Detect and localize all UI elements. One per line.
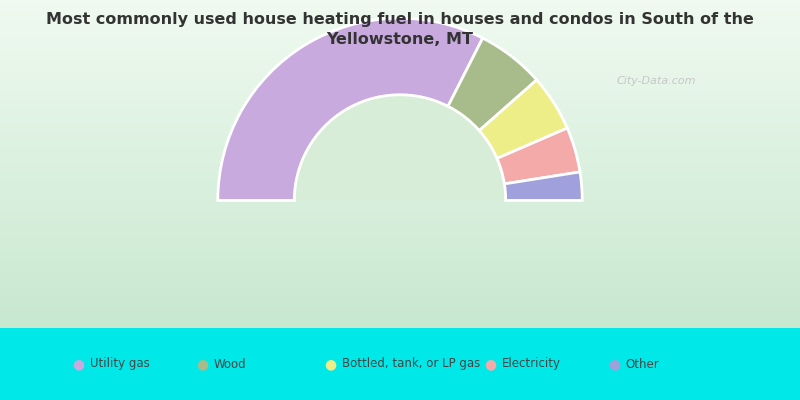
Wedge shape xyxy=(295,96,505,200)
Text: Other: Other xyxy=(626,358,659,370)
Text: Wood: Wood xyxy=(214,358,246,370)
Wedge shape xyxy=(497,128,580,184)
Text: ●: ● xyxy=(324,357,336,371)
Text: ●: ● xyxy=(484,357,496,371)
Wedge shape xyxy=(479,80,567,158)
Text: City-Data.com: City-Data.com xyxy=(617,76,696,86)
Text: ●: ● xyxy=(608,357,620,371)
Wedge shape xyxy=(448,38,537,130)
Text: Utility gas: Utility gas xyxy=(90,358,150,370)
Text: ●: ● xyxy=(72,357,84,371)
Text: Bottled, tank, or LP gas: Bottled, tank, or LP gas xyxy=(342,358,480,370)
Wedge shape xyxy=(504,172,582,200)
Wedge shape xyxy=(218,18,482,200)
Text: Most commonly used house heating fuel in houses and condos in South of the
Yello: Most commonly used house heating fuel in… xyxy=(46,12,754,47)
Text: Electricity: Electricity xyxy=(502,358,561,370)
Text: ●: ● xyxy=(196,357,208,371)
